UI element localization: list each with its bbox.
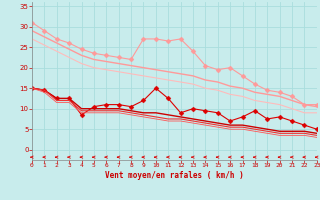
X-axis label: Vent moyen/en rafales ( km/h ): Vent moyen/en rafales ( km/h ) (105, 171, 244, 180)
